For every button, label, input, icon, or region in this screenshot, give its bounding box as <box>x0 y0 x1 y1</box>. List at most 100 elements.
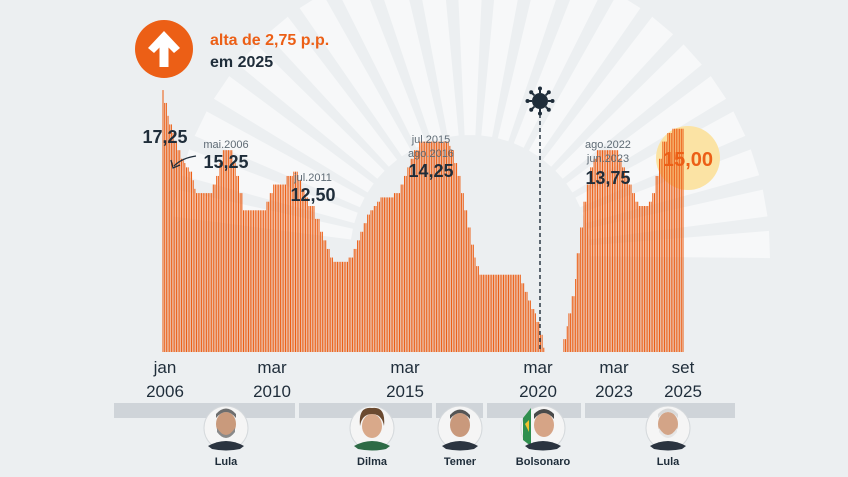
bar <box>336 261 338 352</box>
bar <box>283 184 285 352</box>
bar <box>301 188 303 352</box>
bar <box>504 274 506 352</box>
bar <box>202 193 204 352</box>
avatar-temer <box>437 405 483 451</box>
bar <box>315 218 317 352</box>
bar <box>467 227 469 352</box>
bar <box>325 240 327 352</box>
bar <box>367 214 369 352</box>
x-axis: jan 2006 mar 2010 mar 2015 mar 2020 mar … <box>146 358 702 401</box>
bar <box>377 201 379 352</box>
current-value-highlight <box>656 126 720 190</box>
sunburst-ray <box>542 16 674 167</box>
bar <box>390 197 392 352</box>
bar <box>197 193 199 352</box>
bar <box>528 300 530 352</box>
bar <box>204 193 206 352</box>
bar <box>175 141 177 352</box>
bar <box>674 128 676 352</box>
bar <box>355 248 357 352</box>
bar <box>382 197 384 352</box>
bar <box>360 231 362 352</box>
bar <box>508 274 510 352</box>
bar <box>357 240 359 352</box>
virus-spike-tip <box>529 107 534 112</box>
bar <box>647 206 649 352</box>
bar <box>432 141 434 352</box>
x-tick-year-5: 2023 <box>595 382 633 401</box>
bar <box>632 193 634 352</box>
bar <box>207 193 209 352</box>
x-tick-year-2: 2010 <box>253 382 291 401</box>
bar <box>192 180 194 352</box>
bar <box>378 201 380 352</box>
bar <box>316 218 318 352</box>
bar <box>653 193 655 352</box>
bar <box>340 261 342 352</box>
bar <box>440 141 442 352</box>
bar <box>667 133 669 352</box>
bar <box>246 210 248 352</box>
bar <box>596 150 598 352</box>
annotation-date-2: mai.2006 <box>203 139 248 151</box>
bar <box>679 128 681 352</box>
bar <box>477 266 479 352</box>
bar <box>231 150 233 352</box>
bar <box>531 309 533 352</box>
bar <box>571 296 573 352</box>
bar <box>581 227 583 352</box>
bar <box>368 214 370 352</box>
bar <box>652 193 654 352</box>
sunburst-ray <box>555 44 702 179</box>
bar <box>648 201 650 352</box>
bar <box>563 339 565 352</box>
bar <box>424 141 426 352</box>
bar <box>578 253 580 352</box>
bar <box>363 223 365 352</box>
bar <box>409 167 411 352</box>
bar <box>274 184 276 352</box>
bar <box>216 175 218 352</box>
bar <box>506 274 508 352</box>
bar <box>397 193 399 352</box>
bar <box>226 150 228 352</box>
x-tick-month-5: mar <box>599 358 629 377</box>
bar <box>269 193 271 352</box>
bar <box>628 184 630 352</box>
avatar-lula-1 <box>203 405 249 451</box>
bar <box>177 150 179 352</box>
x-tick-month-3: mar <box>390 358 420 377</box>
bar <box>659 158 661 352</box>
bar <box>251 210 253 352</box>
bar <box>662 141 664 352</box>
bar <box>472 244 474 352</box>
sunburst-ray <box>422 0 459 137</box>
sunburst-ray <box>266 16 398 167</box>
bar <box>410 158 412 352</box>
annotation-date-3: jul.2011 <box>293 172 332 184</box>
avatar-dilma <box>349 405 395 451</box>
bar <box>603 150 605 352</box>
bar <box>633 193 635 352</box>
bars-group <box>162 90 684 352</box>
bar <box>362 231 364 352</box>
bar <box>234 163 236 352</box>
x-tick-month-2: mar <box>257 358 287 377</box>
bar <box>509 274 511 352</box>
bar <box>650 201 652 352</box>
sunburst-ray <box>194 111 365 208</box>
bar <box>516 274 518 352</box>
bar <box>499 274 501 352</box>
bar <box>347 261 349 352</box>
bar <box>454 163 456 352</box>
bar <box>494 274 496 352</box>
bar <box>586 184 588 352</box>
bar <box>263 210 265 352</box>
bar <box>607 150 609 352</box>
bar <box>303 188 305 352</box>
bar <box>237 175 239 352</box>
bar <box>350 257 352 352</box>
bar <box>189 171 191 352</box>
x-tick-month-1: jan <box>153 358 177 377</box>
bar <box>254 210 256 352</box>
